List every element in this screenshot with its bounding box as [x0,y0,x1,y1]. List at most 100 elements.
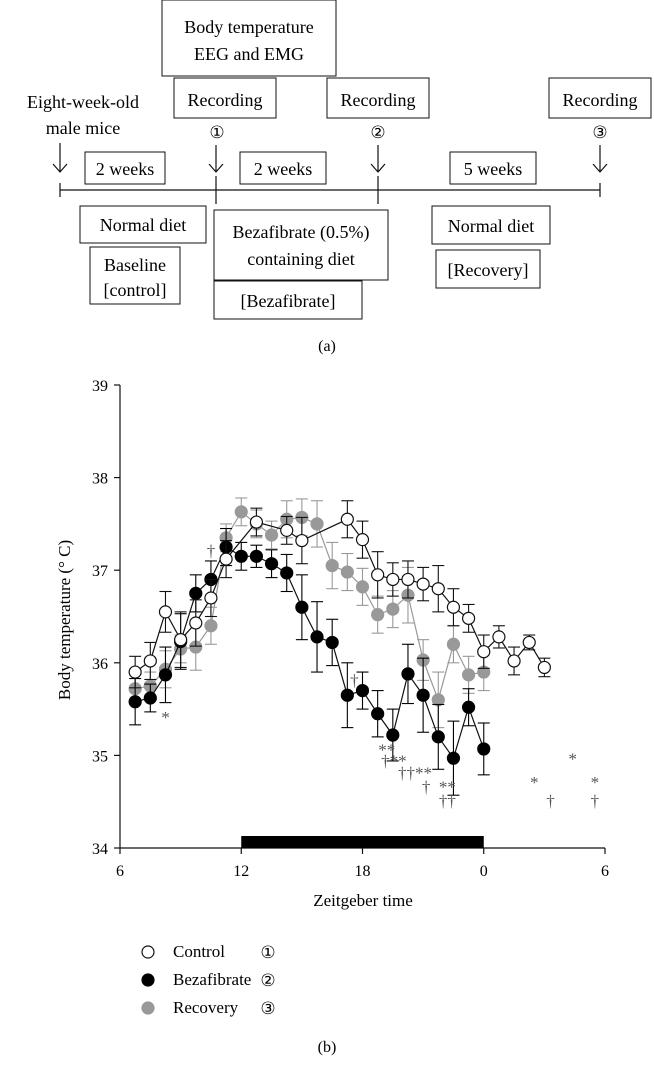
period-box-3 [449,151,537,185]
data-point [507,654,521,668]
data-point [371,707,385,721]
data-point [158,668,173,682]
condition-box-2 [213,280,363,320]
diet-label-3: Normal diet [448,216,534,236]
data-point [340,512,354,526]
data-point [386,728,400,742]
recording-marker-2: ② [370,123,385,142]
data-point [492,630,506,644]
recording-label-2: Recording [341,90,416,110]
legend-symbol-recovery [141,1001,155,1015]
dark-phase-bar [241,836,484,848]
legend: Control ① Bezafibrate ② Recovery ③ [141,942,276,1018]
data-point [401,667,415,681]
data-point [204,619,218,633]
condition-label-1-line-2: [control] [104,280,167,300]
significance-mark: ** [439,777,456,796]
period-label-2: 2 weeks [254,159,312,179]
legend-label-control: Control [173,942,225,961]
data-point [386,572,400,587]
x-tick-label: 12 [233,863,249,880]
data-point [401,572,415,587]
top-box-line-1: Body temperature [184,17,313,37]
recording-box-1 [173,77,277,119]
significance-mark: † [350,671,359,690]
legend-marker-control: ① [260,943,275,962]
data-point [158,605,173,619]
diet-label-2-line-2: containing diet [247,249,354,269]
x-tick-label: 6 [601,863,609,880]
diet-label-1: Normal diet [100,215,186,235]
data-point [446,751,461,765]
data-point [537,660,551,675]
series-layer [128,497,551,796]
data-point [446,600,461,614]
significance-mark: * [530,773,539,792]
data-point [371,568,385,582]
period-label-1: 2 weeks [96,159,154,179]
caption-b: (b) [318,1039,337,1056]
significance-mark: * [161,708,170,727]
data-point [325,558,339,573]
condition-label-3: [Recovery] [448,260,529,280]
condition-box-1 [89,246,181,305]
y-tick-label: 39 [92,378,108,395]
recording-box-3 [548,77,652,119]
data-point [371,608,385,622]
recording-label-3: Recording [563,90,638,110]
x-tick-label: 18 [355,863,371,880]
legend-label-bezafibrate: Bezafibrate [173,970,251,989]
series-bezafibrate [128,527,491,796]
significance-annotations: †*†**†**††**† **††*†**† [161,541,599,810]
data-point [310,517,324,531]
significance-mark: † [591,791,600,810]
y-tick-label: 34 [92,841,108,858]
significance-mark: †† [439,791,456,810]
data-point [128,695,142,709]
diet-label-2-line-1: Bezafibrate (0.5%) [233,222,370,243]
y-tick-label: 35 [92,748,108,765]
legend-marker-recovery: ③ [260,999,275,1018]
chart-axes: 6 12 18 0 6 34 35 36 37 38 39 [92,378,609,880]
data-point [522,635,536,650]
x-tick-label: 0 [480,863,488,880]
data-point [143,691,157,705]
timeline-arrows [52,143,608,173]
arrow-recording-1 [208,145,224,173]
series-line [135,510,484,702]
data-point [249,515,264,529]
data-point [431,582,445,596]
condition-label-1-line-1: Baseline [104,255,166,275]
legend-marker-bezafibrate: ② [260,971,275,990]
data-point [189,586,203,600]
data-point [204,591,218,605]
recording-box-2 [326,77,430,119]
data-point [340,565,354,579]
diet-box-2 [213,209,389,281]
data-point [355,683,370,698]
x-axis-label: Zeitgeber time [313,891,413,910]
legend-label-recovery: Recovery [173,998,239,1017]
data-point [189,616,203,630]
data-point [143,654,157,668]
y-axis-label: Body temperature (° C) [55,540,74,700]
start-label-line-2: male mice [46,118,120,138]
significance-mark: † [422,777,431,796]
period-label-3: 5 weeks [464,159,522,179]
data-point [264,557,279,571]
arrow-recording-2 [370,145,386,173]
data-point [355,533,370,547]
significance-mark: † [207,541,216,560]
legend-symbol-control [141,945,155,959]
top-box-line-2: EEG and EMG [194,44,304,64]
data-point [234,549,248,563]
data-point [386,602,400,616]
x-tick-label: 6 [116,863,124,880]
data-point [128,665,142,679]
data-point [219,552,233,566]
significance-mark: †** [381,752,407,771]
recording-marker-1: ① [209,123,224,142]
data-point [461,668,476,682]
